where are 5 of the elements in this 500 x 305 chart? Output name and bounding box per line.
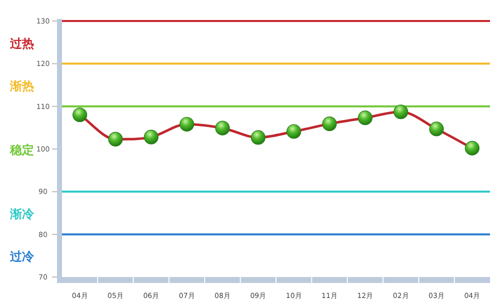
ref-line-label: 渐冷 [9, 207, 35, 221]
ref-line-label: 稳定 [9, 143, 34, 157]
ref-line-label: 过热 [9, 36, 34, 50]
ref-line-label: 过冷 [9, 250, 35, 264]
ref-line-label: 渐热 [9, 79, 34, 93]
